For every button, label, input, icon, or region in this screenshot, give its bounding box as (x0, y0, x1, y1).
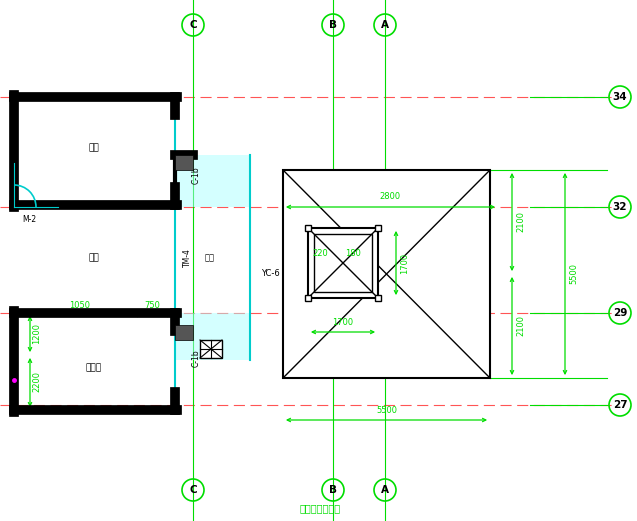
Text: 1050: 1050 (69, 301, 90, 310)
Text: A: A (381, 20, 389, 30)
Bar (175, 325, 193, 340)
Text: 主卧室: 主卧室 (86, 364, 102, 373)
Text: YC-6: YC-6 (261, 269, 280, 279)
Text: 2800: 2800 (380, 192, 401, 201)
Text: 29: 29 (613, 308, 627, 318)
Text: B: B (329, 485, 337, 495)
Bar (314, 234, 372, 292)
Text: 客厅: 客厅 (89, 254, 99, 263)
Bar (375, 225, 381, 231)
Text: 220: 220 (312, 249, 328, 258)
Text: C-1b: C-1b (192, 349, 201, 367)
Text: M-2: M-2 (22, 216, 36, 225)
Text: 5500: 5500 (376, 406, 397, 415)
Text: 1700: 1700 (333, 318, 354, 327)
Text: 750: 750 (144, 301, 160, 310)
Bar (175, 155, 250, 207)
Bar (375, 295, 381, 301)
Text: 厨房: 厨房 (89, 143, 99, 153)
Text: 2100: 2100 (516, 212, 525, 232)
Text: C: C (189, 20, 197, 30)
Bar (305, 295, 311, 301)
Text: 2200: 2200 (32, 371, 41, 392)
Text: 32: 32 (613, 202, 627, 212)
Text: 34: 34 (613, 92, 627, 102)
Bar (308, 228, 378, 298)
Text: 1200: 1200 (32, 324, 41, 344)
Bar (283, 170, 490, 378)
Text: 阳台: 阳台 (205, 254, 215, 263)
Text: 1700: 1700 (400, 253, 409, 274)
Text: C: C (189, 485, 197, 495)
Text: B: B (329, 20, 337, 30)
Text: A: A (381, 485, 389, 495)
Text: 塔吊平面布置图: 塔吊平面布置图 (299, 503, 341, 513)
Bar (175, 313, 250, 360)
Text: 5500: 5500 (569, 264, 578, 284)
Text: 2100: 2100 (516, 316, 525, 337)
Text: 180: 180 (345, 249, 361, 258)
Text: C-1b: C-1b (192, 166, 201, 184)
Bar (305, 225, 311, 231)
Text: 27: 27 (613, 400, 627, 410)
Bar (175, 155, 193, 170)
Bar (200, 340, 222, 358)
Text: TM-4: TM-4 (182, 249, 192, 267)
